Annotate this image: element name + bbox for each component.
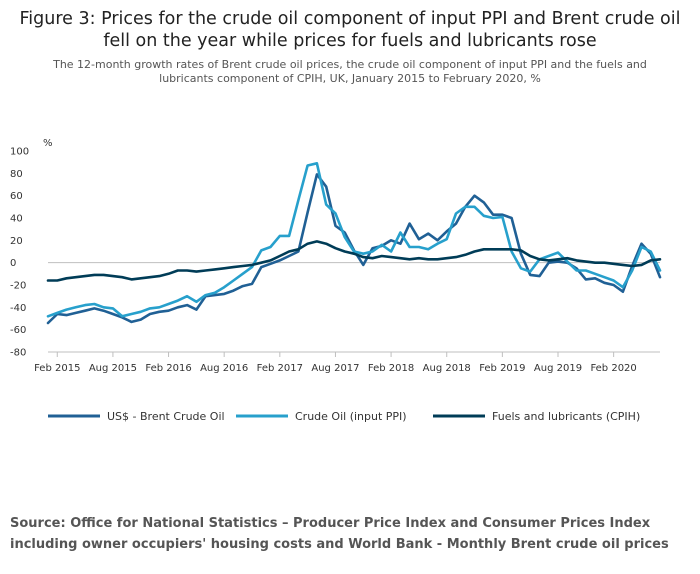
- x-tick-label: Aug 2019: [534, 363, 582, 374]
- y-tick-label: 20: [10, 236, 23, 247]
- x-tick-label: Feb 2019: [479, 363, 525, 374]
- y-tick-label: -60: [10, 325, 26, 336]
- y-tick-label: -40: [10, 303, 26, 314]
- series-line-1: [46, 173, 662, 325]
- y-tick-label: 40: [10, 214, 23, 225]
- x-tick-label: Feb 2017: [257, 363, 303, 374]
- x-tick-label: Feb 2020: [590, 363, 636, 374]
- series-line-2: [46, 162, 662, 318]
- y-axis-unit: %: [43, 138, 53, 149]
- y-tick-label: -80: [10, 348, 26, 359]
- x-tick-label: Feb 2016: [145, 363, 191, 374]
- chart-subtitle: The 12-month growth rates of Brent crude…: [53, 58, 647, 85]
- x-tick-label: Aug 2016: [200, 363, 248, 374]
- series-line-3: [46, 240, 662, 282]
- line-chart: 100 80 60 40 20 0 -20 -40 -60 -80% Feb 2015 Aug 201…: [10, 138, 662, 423]
- y-tick-label: 100: [10, 147, 29, 158]
- chart-title: Figure 3: Prices for the crude oil compo…: [19, 9, 681, 51]
- x-tick-label: Aug 2015: [89, 363, 137, 374]
- y-tick-label: 60: [10, 191, 23, 202]
- y-tick-label: 80: [10, 169, 23, 180]
- x-tick-label: Feb 2018: [368, 363, 414, 374]
- x-tick-label: Aug 2017: [311, 363, 359, 374]
- legend-label-1: US$ - Brent Crude Oil: [107, 410, 225, 423]
- x-tick-label: Aug 2018: [423, 363, 471, 374]
- y-tick-label: -20: [10, 281, 26, 292]
- source-note: Source: Office for National Statistics –…: [10, 516, 669, 552]
- legend-label-2: Crude Oil (input PPI): [295, 410, 407, 423]
- y-tick-label: 0: [10, 258, 16, 269]
- legend-label-3: Fuels and lubricants (CPIH): [492, 410, 640, 423]
- x-tick-label: Feb 2015: [34, 363, 80, 374]
